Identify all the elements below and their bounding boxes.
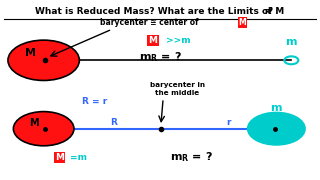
- Text: M: M: [29, 118, 39, 128]
- Text: m: m: [271, 103, 282, 113]
- Text: >>m: >>m: [166, 36, 190, 45]
- Text: r: r: [226, 118, 231, 127]
- Text: $\mathbf{m_R}$ = ?: $\mathbf{m_R}$ = ?: [171, 151, 213, 164]
- Circle shape: [13, 112, 74, 146]
- Text: R: R: [110, 118, 117, 127]
- Text: ?: ?: [268, 7, 273, 16]
- Text: M: M: [148, 36, 157, 45]
- Text: M: M: [55, 153, 64, 162]
- Text: barycenter ≅ center of: barycenter ≅ center of: [100, 18, 201, 27]
- Text: R = r: R = r: [82, 97, 107, 106]
- Text: m: m: [285, 37, 297, 47]
- Circle shape: [248, 112, 305, 145]
- Text: What is Reduced Mass? What are the Limits of M: What is Reduced Mass? What are the Limit…: [36, 7, 284, 16]
- Text: M: M: [25, 48, 36, 58]
- Text: R: R: [264, 9, 270, 15]
- Text: barycenter in
the middle: barycenter in the middle: [150, 82, 205, 96]
- Text: $\mathbf{m_R}$ = ?: $\mathbf{m_R}$ = ?: [139, 50, 181, 64]
- Text: M: M: [238, 18, 246, 27]
- Text: =m: =m: [70, 153, 87, 162]
- Circle shape: [8, 40, 79, 80]
